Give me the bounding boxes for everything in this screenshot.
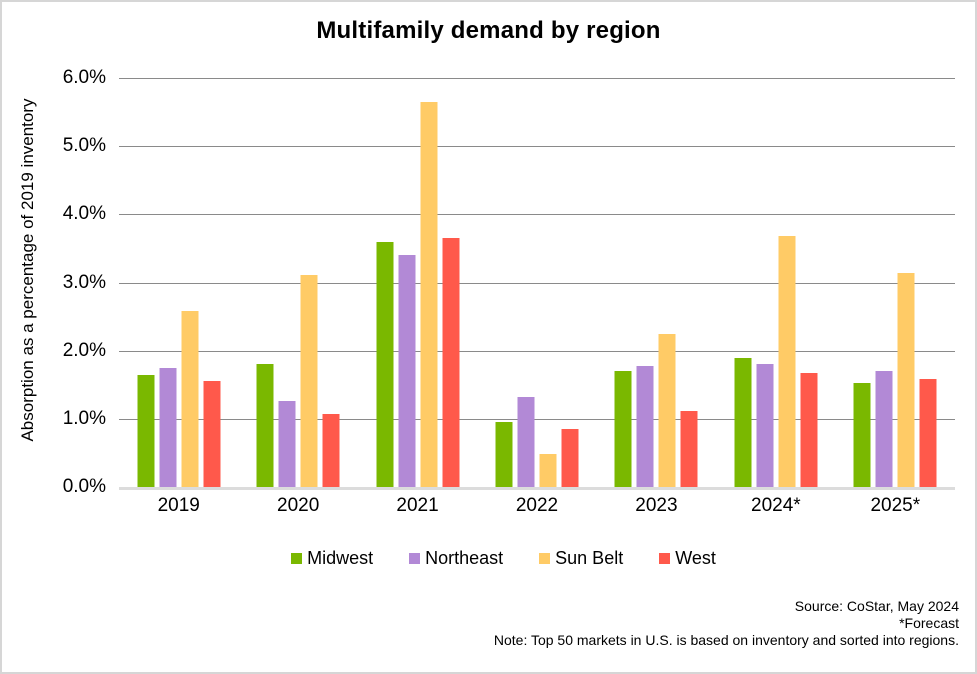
y-tick-label: 2.0%	[62, 339, 106, 361]
bar-sun-belt-2021	[420, 101, 438, 487]
forecast-note: *Forecast	[899, 615, 959, 631]
y-axis-ticks: 0.0% 1.0% 2.0% 3.0% 4.0% 5.0% 6.0%	[40, 67, 106, 497]
bar-group-2025	[853, 273, 937, 487]
legend-item-sun-belt: Sun Belt	[539, 548, 623, 569]
bar-sun-belt-2025	[897, 273, 915, 487]
bar-midwest-2024	[734, 357, 752, 487]
bar-group-2021	[376, 101, 460, 487]
x-axis-baseline	[119, 487, 955, 490]
bar-group-2020	[256, 275, 340, 487]
legend-label: Sun Belt	[555, 548, 624, 568]
legend-swatch-icon	[409, 553, 421, 564]
y-tick-label: 3.0%	[62, 271, 106, 293]
legend-label: Midwest	[307, 548, 374, 568]
legend-label: Northeast	[425, 548, 504, 568]
gridline	[119, 350, 955, 352]
bar-northeast-2023	[636, 365, 654, 487]
bar-sun-belt-2022	[539, 454, 557, 487]
bar-northeast-2020	[278, 401, 296, 487]
bar-midwest-2021	[376, 241, 394, 487]
legend-label: West	[675, 548, 716, 568]
gridline	[119, 418, 955, 420]
x-tick-label: 2020	[277, 495, 320, 516]
source-note: Source: CoStar, May 2024	[794, 598, 959, 614]
bar-group-2019	[137, 311, 221, 487]
y-tick-label: 4.0%	[62, 203, 106, 225]
bar-group-2022	[495, 397, 579, 487]
footer-notes: Source: CoStar, May 2024 *Forecast Note:…	[494, 598, 959, 649]
bar-west-2022	[561, 429, 579, 487]
y-tick-label: 1.0%	[62, 407, 106, 429]
y-tick-label: 0.0%	[62, 476, 106, 497]
y-axis-title: Absorption as a percentage of 2019 inven…	[18, 98, 37, 442]
chart-title: Multifamily demand by region	[316, 17, 661, 44]
legend-item-northeast: Northeast	[409, 548, 503, 569]
y-tick-label: 6.0%	[62, 67, 106, 88]
bar-midwest-2020	[256, 364, 274, 487]
bar-northeast-2025	[875, 371, 893, 487]
bar-northeast-2019	[159, 367, 177, 487]
x-tick-label: 2025*	[870, 495, 921, 516]
markets-note: Note: Top 50 markets in U.S. is based on…	[493, 632, 959, 648]
x-axis-labels: 2019 2020 2021 2022 2023 2024* 2025*	[119, 495, 955, 519]
legend-swatch-icon	[291, 553, 303, 564]
x-tick-label: 2022	[515, 495, 559, 516]
bar-west-2019	[203, 381, 221, 487]
y-tick-label: 5.0%	[62, 135, 106, 157]
bar-group-2024	[734, 235, 818, 487]
bar-sun-belt-2020	[300, 275, 318, 487]
bar-sun-belt-2023	[658, 333, 676, 487]
x-tick-label: 2023	[635, 495, 678, 516]
legend-item-midwest: Midwest	[291, 548, 373, 569]
bar-northeast-2024	[756, 363, 774, 487]
bar-west-2021	[442, 237, 460, 487]
gridline	[119, 214, 955, 216]
x-tick-label: 2021	[396, 495, 439, 516]
bar-midwest-2022	[495, 422, 513, 487]
bar-sun-belt-2019	[181, 311, 199, 487]
x-tick-label: 2024*	[751, 495, 801, 516]
gridline	[119, 282, 955, 284]
bar-northeast-2021	[398, 255, 416, 487]
legend-swatch-icon	[659, 553, 671, 564]
x-tick-label: 2019	[157, 495, 200, 516]
legend: Midwest Northeast Sun Belt West	[2, 548, 975, 569]
plot-area	[119, 78, 955, 490]
bar-northeast-2022	[517, 397, 535, 487]
gridline	[119, 78, 955, 79]
bar-midwest-2023	[614, 371, 632, 487]
bar-sun-belt-2024	[778, 235, 796, 487]
bar-group-2023	[614, 333, 698, 487]
bar-west-2020	[322, 414, 340, 487]
bar-midwest-2019	[137, 374, 155, 487]
legend-item-west: West	[659, 548, 716, 569]
bar-west-2025	[919, 379, 937, 487]
legend-swatch-icon	[539, 553, 551, 564]
bar-west-2024	[800, 373, 818, 487]
bar-midwest-2025	[853, 382, 871, 487]
gridline	[119, 146, 955, 148]
bar-west-2023	[680, 410, 698, 487]
